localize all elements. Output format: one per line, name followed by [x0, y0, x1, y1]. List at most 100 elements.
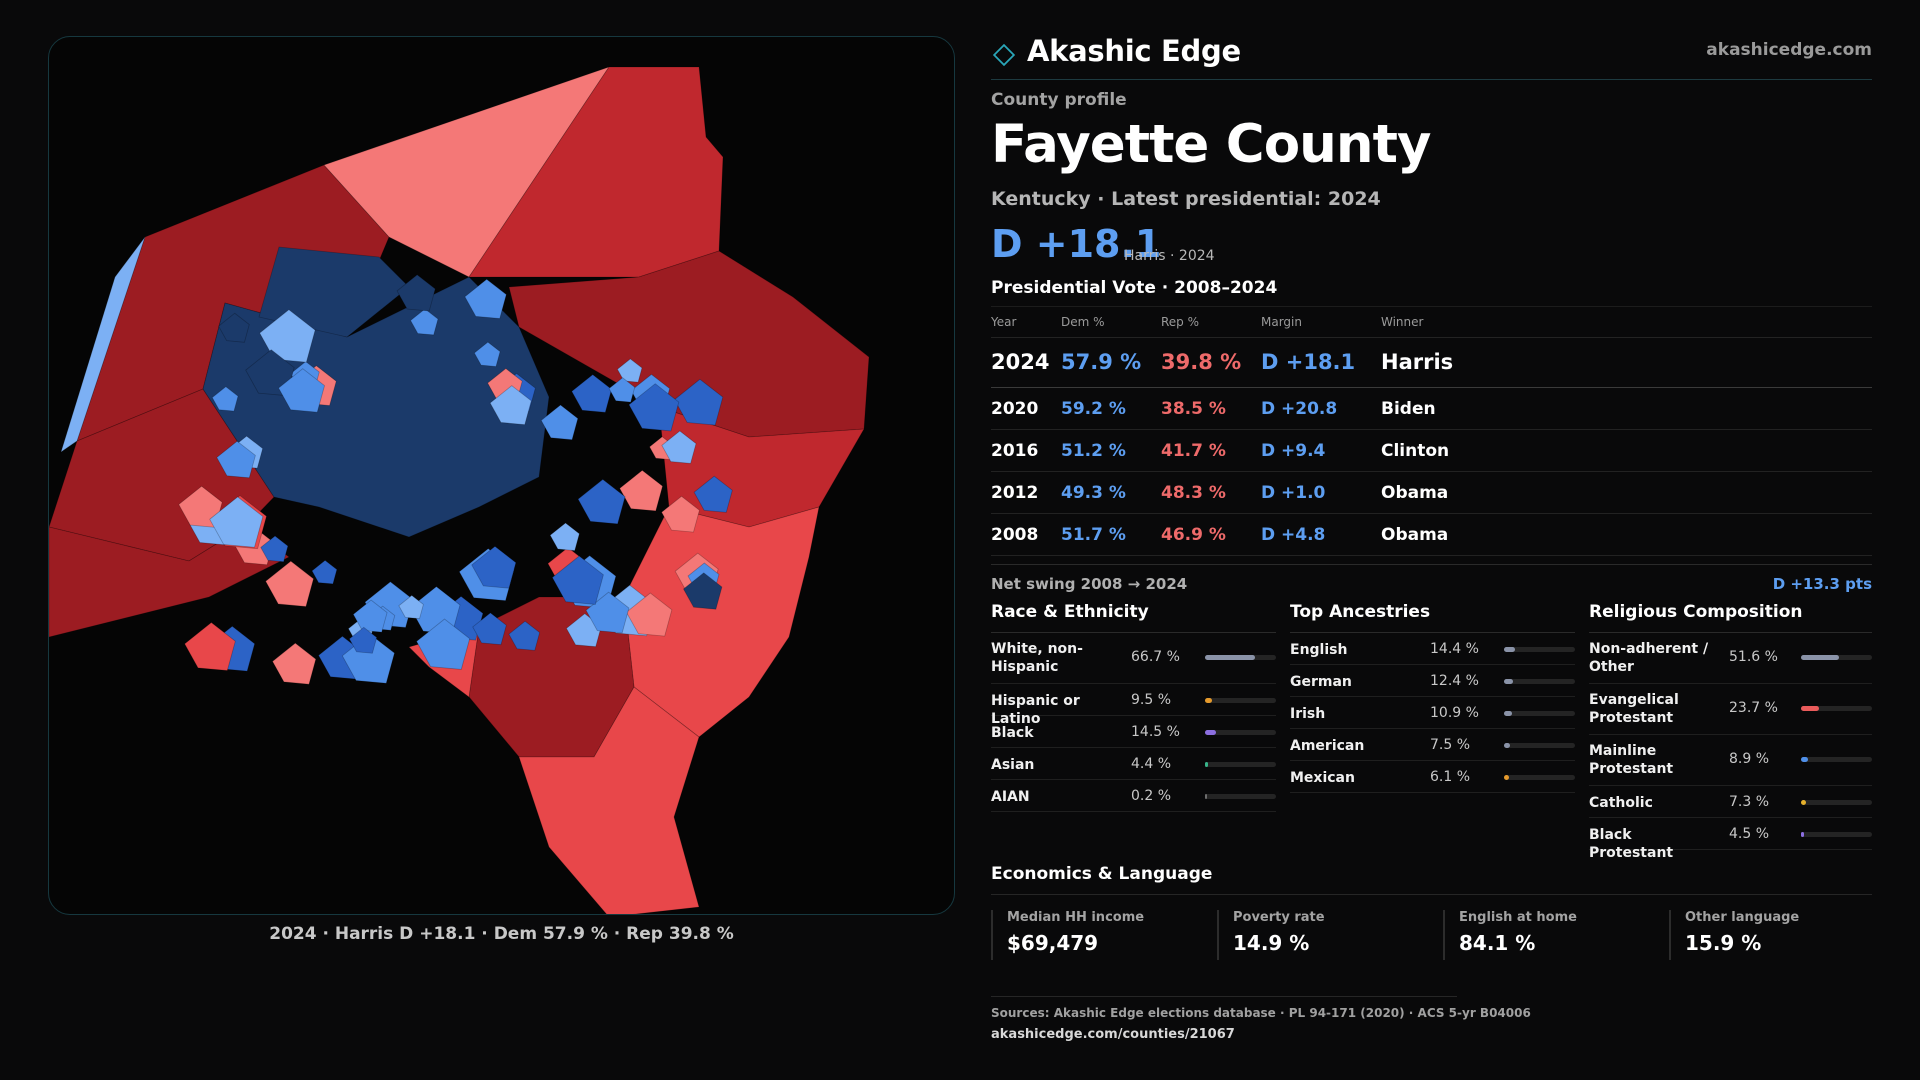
precinct[interactable] — [577, 478, 626, 525]
precinct[interactable] — [398, 594, 424, 620]
precinct[interactable] — [608, 377, 636, 403]
precinct[interactable] — [508, 620, 541, 651]
precinct[interactable] — [673, 378, 724, 426]
precinct[interactable] — [265, 560, 314, 607]
precinct[interactable] — [472, 612, 507, 646]
header-rep: Rep % — [1161, 315, 1200, 329]
precinct[interactable] — [540, 404, 579, 441]
map-panel[interactable] — [48, 36, 955, 915]
item-bar-fill — [1504, 679, 1514, 684]
precinct[interactable] — [311, 559, 338, 585]
precinct[interactable] — [518, 686, 700, 915]
precinct[interactable] — [259, 309, 316, 363]
item-bar-fill — [1504, 711, 1513, 716]
precinct[interactable] — [625, 592, 673, 637]
divider — [991, 894, 1872, 895]
precinct[interactable] — [464, 278, 507, 319]
list-item: English 14.4 % — [1290, 633, 1575, 665]
item-bar-fill — [1801, 800, 1807, 805]
row-rep: 48.3 % — [1161, 483, 1226, 503]
precinct[interactable] — [260, 535, 289, 563]
precinct[interactable] — [410, 308, 439, 336]
sources-text: Sources: Akashic Edge elections database… — [991, 1006, 1531, 1020]
precinct[interactable] — [396, 274, 436, 312]
precinct[interactable] — [258, 246, 410, 338]
precinct[interactable] — [348, 626, 378, 654]
precinct[interactable] — [693, 475, 733, 513]
precinct[interactable] — [218, 312, 250, 343]
precinct[interactable] — [49, 524, 290, 638]
race-title: Race & Ethnicity — [991, 600, 1276, 633]
row-year: 2020 — [991, 399, 1039, 419]
table-row: 2020 59.2 % 38.5 % D +20.8 Biden — [991, 388, 1872, 430]
item-bar-fill — [1801, 706, 1819, 711]
precinct[interactable] — [628, 383, 680, 432]
divider — [991, 996, 1457, 997]
precinct[interactable] — [473, 341, 501, 367]
item-label: White, non-Hispanic — [991, 641, 1083, 675]
precinct[interactable] — [352, 599, 388, 633]
precinct[interactable] — [211, 386, 239, 412]
stat-value: 15.9 % — [1685, 931, 1762, 955]
precinct[interactable] — [616, 358, 643, 383]
diamond-logo-icon — [993, 44, 1015, 66]
item-bar-fill — [1205, 730, 1216, 735]
precinct[interactable] — [209, 496, 264, 548]
precinct[interactable] — [245, 349, 295, 397]
precinct[interactable] — [184, 622, 236, 671]
table-row: 2016 51.2 % 41.7 % D +9.4 Clinton — [991, 430, 1872, 472]
item-pct: 12.4 % — [1430, 673, 1479, 689]
precinct[interactable] — [468, 66, 724, 278]
row-winner: Clinton — [1381, 441, 1450, 461]
map-caption: 2024 · Harris D +18.1 · Dem 57.9 % · Rep… — [269, 924, 734, 944]
item-bar-fill — [1801, 655, 1840, 660]
item-label: Mexican — [1290, 770, 1355, 786]
precinct[interactable] — [178, 485, 223, 528]
item-bar-fill — [1504, 743, 1510, 748]
table-row: 2024 57.9 % 39.8 % D +18.1 Harris — [991, 338, 1872, 388]
row-year: 2016 — [991, 441, 1039, 461]
precinct-map[interactable] — [49, 37, 955, 915]
item-bar-track — [1205, 655, 1276, 660]
list-item: Hispanic or Latino 9.5 % — [991, 684, 1276, 727]
row-margin: D +9.4 — [1261, 441, 1326, 461]
row-rep: 41.7 % — [1161, 441, 1226, 461]
net-swing-value: D +13.3 pts — [1772, 575, 1872, 593]
precinct[interactable] — [489, 385, 532, 426]
list-item: AIAN 0.2 % — [991, 780, 1276, 812]
precinct[interactable] — [278, 368, 325, 413]
precinct[interactable] — [471, 545, 517, 589]
list-item: Evangelical Protestant 23.7 % — [1589, 684, 1872, 735]
precinct[interactable] — [619, 469, 664, 512]
precinct[interactable] — [661, 430, 697, 464]
item-label: AIAN — [991, 789, 1030, 805]
item-bar-fill — [1801, 757, 1808, 762]
precinct[interactable] — [216, 440, 256, 479]
row-dem: 57.9 % — [1061, 350, 1142, 374]
item-pct: 8.9 % — [1729, 751, 1770, 767]
brand-url-link[interactable]: akashicedge.com — [1706, 40, 1872, 60]
stat-card: English at home 84.1 % — [1443, 910, 1653, 960]
row-dem: 51.2 % — [1061, 441, 1126, 461]
precinct[interactable] — [416, 618, 471, 670]
stat-card: Median HH income $69,479 — [991, 910, 1201, 960]
table-header: Year Dem % Rep % Margin Winner — [991, 306, 1872, 338]
precinct[interactable] — [571, 374, 613, 413]
precinct[interactable] — [661, 495, 700, 533]
item-label: American — [1290, 738, 1365, 754]
religion-title: Religious Composition — [1589, 600, 1872, 633]
header-dem: Dem % — [1061, 315, 1105, 329]
row-rep: 38.5 % — [1161, 399, 1226, 419]
stat-value: 14.9 % — [1233, 931, 1310, 955]
item-label: Irish — [1290, 706, 1326, 722]
ancestry-section: Top Ancestries English 14.4 % German 12.… — [1290, 600, 1575, 793]
precinct[interactable] — [60, 236, 146, 453]
precinct[interactable] — [272, 642, 317, 685]
header-year: Year — [991, 315, 1017, 329]
precinct[interactable] — [683, 572, 723, 610]
stat-label: Median HH income — [1007, 910, 1145, 925]
precinct[interactable] — [585, 591, 630, 634]
precinct[interactable] — [549, 522, 580, 552]
sources-url-link[interactable]: akashicedge.com/counties/21067 — [991, 1027, 1235, 1042]
precinct[interactable] — [551, 555, 604, 605]
